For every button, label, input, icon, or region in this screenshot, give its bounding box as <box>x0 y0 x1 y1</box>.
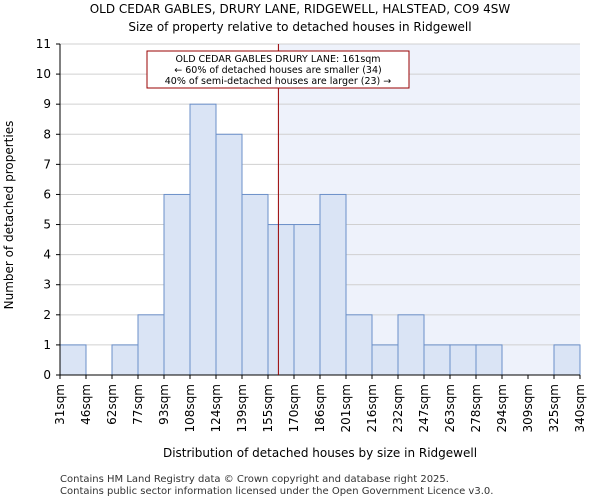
bar <box>319 193 347 376</box>
bar <box>397 314 425 376</box>
bar <box>449 344 477 376</box>
x-tick-label: 155sqm <box>261 384 275 432</box>
x-tick-label: 46sqm <box>79 384 93 425</box>
bar <box>371 344 399 376</box>
y-tick-label: 3 <box>43 278 51 292</box>
x-tick-label: 201sqm <box>339 384 353 432</box>
y-axis-label: Number of detached properties <box>2 121 16 310</box>
x-tick-label: 124sqm <box>209 384 223 432</box>
annotation-line-3: 40% of semi-detached houses are larger (… <box>165 76 392 87</box>
bar <box>59 344 87 376</box>
x-tick-label: 294sqm <box>495 384 509 432</box>
bar <box>423 344 451 376</box>
bar <box>345 314 373 376</box>
x-axis-label: Distribution of detached houses by size … <box>163 446 477 460</box>
bar <box>163 193 191 376</box>
y-tick-label: 5 <box>43 218 51 232</box>
y-tick-label: 9 <box>43 97 51 111</box>
bar <box>475 344 503 376</box>
x-tick-label: 108sqm <box>183 384 197 432</box>
bar <box>293 224 321 376</box>
x-tick-label: 340sqm <box>573 384 587 432</box>
x-tick-label: 247sqm <box>417 384 431 432</box>
chart-subtitle: Size of property relative to detached ho… <box>128 20 471 34</box>
y-tick-label: 2 <box>43 308 51 322</box>
y-tick-label: 6 <box>43 187 51 201</box>
y-tick-label: 0 <box>43 368 51 382</box>
x-tick-label: 31sqm <box>53 384 67 425</box>
x-tick-label: 278sqm <box>469 384 483 432</box>
bar <box>267 224 295 376</box>
y-tick-label: 1 <box>43 338 51 352</box>
chart-title: OLD CEDAR GABLES, DRURY LANE, RIDGEWELL,… <box>90 2 511 16</box>
y-tick-label: 7 <box>43 157 51 171</box>
x-tick-label: 186sqm <box>313 384 327 432</box>
x-tick-label: 62sqm <box>105 384 119 425</box>
x-tick-label: 77sqm <box>131 384 145 425</box>
x-tick-label: 263sqm <box>443 384 457 432</box>
x-tick-label: 93sqm <box>157 384 171 425</box>
footer-line-2: Contains public sector information licen… <box>60 486 493 497</box>
bar <box>241 193 269 376</box>
x-tick-label: 216sqm <box>365 384 379 432</box>
annotation-line-1: OLD CEDAR GABLES DRURY LANE: 161sqm <box>175 54 380 65</box>
bar <box>137 314 165 376</box>
bar <box>111 344 139 376</box>
x-tick-label: 170sqm <box>287 384 301 432</box>
annotation-line-2: ← 60% of detached houses are smaller (34… <box>174 65 381 76</box>
bar <box>189 103 217 376</box>
y-tick-label: 10 <box>36 67 51 81</box>
x-tick-label: 139sqm <box>235 384 249 432</box>
footer-line-1: Contains HM Land Registry data © Crown c… <box>60 474 449 485</box>
y-tick-label: 11 <box>36 37 51 51</box>
y-tick-label: 4 <box>43 248 51 262</box>
x-tick-label: 232sqm <box>391 384 405 432</box>
x-tick-label: 325sqm <box>547 384 561 432</box>
annotation-box <box>146 50 410 89</box>
bar <box>553 344 581 376</box>
x-tick-label: 309sqm <box>521 384 535 432</box>
y-tick-label: 8 <box>43 127 51 141</box>
plot-area: 0 1 2 3 4 5 6 7 8 9 10 11 31sqm 46sqm 62sqm 77sqm 93sqm 1… <box>36 37 587 432</box>
bar <box>215 133 243 376</box>
